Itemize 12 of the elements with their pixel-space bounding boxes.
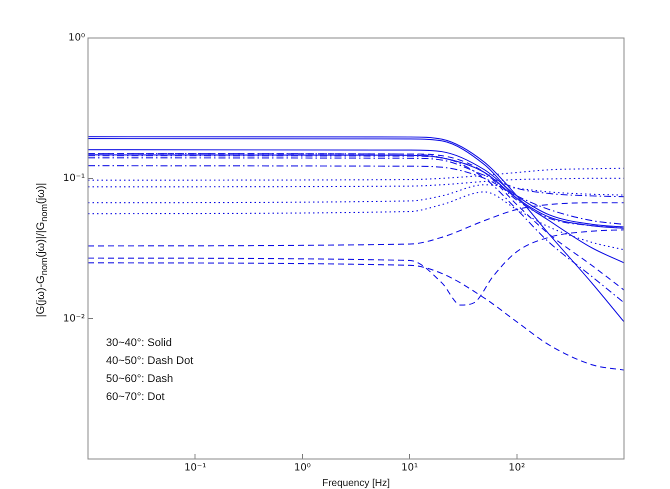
x-tick-label: 10² bbox=[508, 462, 526, 474]
y-tick-label: 10⁻² bbox=[62, 313, 85, 324]
x-tick-label: 10¹ bbox=[401, 462, 418, 474]
y-tick-label: 10⁰ bbox=[68, 32, 85, 44]
x-tick-label: 10⁻¹ bbox=[184, 462, 206, 474]
x-tick-label: 10⁰ bbox=[294, 462, 311, 474]
y-tick-label: 10⁻¹ bbox=[62, 172, 85, 184]
annotation: 60~70°: Dot bbox=[106, 391, 165, 404]
annotation: 30~40°: Solid bbox=[106, 337, 172, 350]
annotation: 50~60°: Dash bbox=[106, 373, 174, 386]
annotation: 40~50°: Dash Dot bbox=[106, 355, 194, 368]
x-axis-title: Frequency [Hz] bbox=[322, 478, 390, 489]
